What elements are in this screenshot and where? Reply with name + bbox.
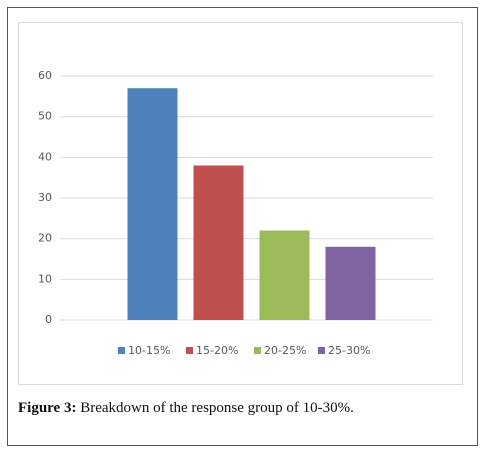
legend-label: 10-15%: [128, 344, 170, 357]
y-tick-label: 50: [38, 110, 52, 123]
legend-swatch: [186, 347, 193, 354]
y-tick-label: 40: [38, 150, 52, 163]
caption-text: Breakdown of the response group of 10-30…: [80, 400, 354, 416]
legend-swatch: [118, 347, 125, 354]
y-tick-label: 0: [45, 313, 52, 326]
caption-label: Figure 3:: [18, 400, 76, 416]
bar: [127, 88, 178, 320]
bar: [325, 246, 376, 320]
y-tick-label: 60: [38, 69, 52, 82]
y-tick-label: 10: [38, 272, 52, 285]
legend-label: 25-30%: [328, 344, 370, 357]
caption: Figure 3: Breakdown of the response grou…: [18, 400, 354, 416]
y-tick-label: 20: [38, 232, 52, 245]
bar: [193, 165, 244, 320]
bar: [259, 230, 310, 320]
legend-swatch: [254, 347, 261, 354]
y-tick-label: 30: [38, 191, 52, 204]
legend-swatch: [318, 347, 325, 354]
legend-label: 20-25%: [264, 344, 306, 357]
legend-label: 15-20%: [196, 344, 238, 357]
